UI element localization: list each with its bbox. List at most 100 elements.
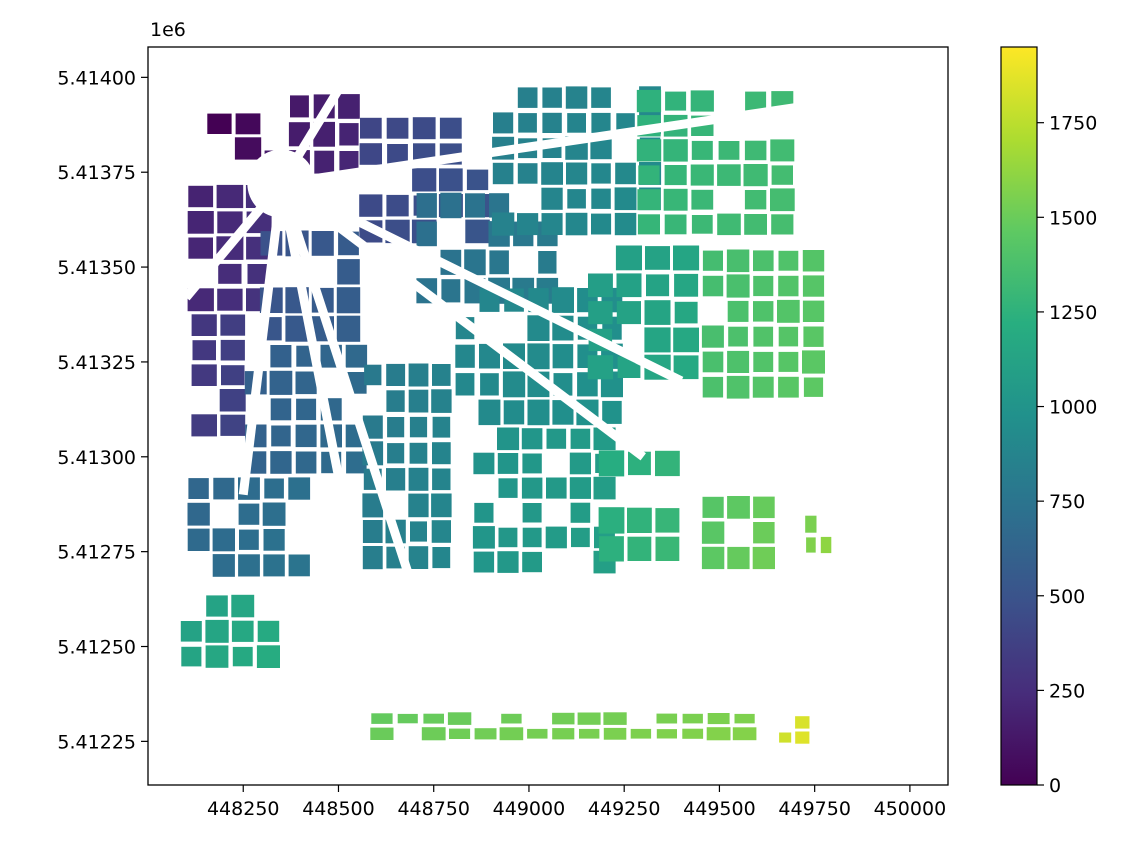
building-block (285, 315, 309, 342)
building-block (567, 189, 586, 209)
x-tick-label: 449500 (683, 798, 756, 820)
building-block (336, 315, 361, 342)
y-axis: 5.41225 5.41250 5.41275 5.41300 5.41325 5.413… (57, 67, 148, 753)
colorbar-tick-label: 1000 (1049, 397, 1097, 419)
building-block (503, 400, 525, 425)
building-block (408, 546, 429, 569)
building-block (474, 728, 497, 740)
building-block (743, 164, 768, 187)
building-block (682, 728, 704, 739)
map-regions (180, 86, 832, 744)
building-block (753, 351, 774, 372)
building-block (474, 502, 494, 523)
region-south-west-blocks (187, 477, 311, 577)
building-block (778, 376, 799, 398)
street-gap (277, 182, 419, 595)
building-block (371, 713, 393, 724)
building-block (362, 493, 384, 518)
building-block (431, 493, 452, 518)
building-block (718, 141, 740, 160)
building-block (521, 477, 543, 499)
building-block (220, 339, 245, 361)
building-block (702, 376, 724, 398)
building-block (410, 521, 427, 542)
building-block (538, 251, 557, 274)
building-block (541, 187, 563, 210)
building-block (552, 728, 575, 740)
building-block (527, 315, 550, 341)
building-block (663, 188, 688, 211)
building-block (571, 527, 590, 548)
building-block (491, 212, 515, 236)
building-block (577, 712, 601, 725)
building-block (644, 300, 671, 325)
building-block (591, 87, 611, 108)
building-block (387, 144, 408, 164)
building-block (802, 350, 825, 374)
building-block (778, 275, 799, 297)
building-block (263, 554, 285, 577)
plot-frame (147, 46, 949, 786)
y-tick-label: 5.41275 (57, 542, 136, 564)
building-block (588, 301, 613, 325)
y-tick-label: 5.41325 (57, 352, 136, 374)
building-block (522, 503, 542, 523)
building-block (628, 451, 651, 476)
building-block (565, 212, 588, 236)
building-block (187, 211, 214, 234)
building-block (262, 502, 286, 526)
building-block (493, 112, 514, 134)
building-block (806, 537, 816, 553)
building-block (455, 373, 475, 396)
building-block (615, 162, 636, 185)
building-block (527, 343, 550, 370)
y-tick-label: 5.41400 (57, 67, 136, 89)
building-block (527, 728, 548, 739)
building-block (473, 452, 495, 475)
building-block (466, 169, 489, 191)
building-block (247, 264, 271, 284)
building-block (517, 213, 539, 236)
building-block (217, 211, 243, 234)
building-block (311, 231, 334, 256)
building-block (656, 729, 677, 739)
street-gap (238, 183, 286, 496)
building-block (570, 428, 591, 449)
building-block (630, 728, 652, 739)
building-block (728, 326, 748, 347)
building-block (270, 398, 292, 421)
building-block (753, 275, 774, 297)
building-block (727, 546, 750, 570)
building-block (447, 712, 472, 725)
building-block (296, 398, 317, 421)
street-gap (280, 91, 873, 189)
building-block (439, 117, 462, 139)
building-block (370, 727, 394, 740)
building-block (492, 162, 514, 185)
building-block (234, 137, 262, 160)
building-block (216, 184, 244, 209)
building-block (615, 245, 642, 271)
building-block (346, 451, 367, 474)
building-block (231, 620, 254, 642)
x-tick-label: 449000 (493, 798, 566, 820)
building-block (295, 371, 317, 395)
building-block (569, 477, 591, 499)
building-block (449, 728, 471, 739)
building-block (339, 151, 359, 174)
building-block (778, 326, 799, 347)
colorbar-axis: 0 250 500 750 1000 1250 1500 1750 (1037, 113, 1097, 797)
building-block (771, 214, 794, 235)
building-block (673, 245, 700, 271)
building-block (803, 377, 824, 397)
building-block (337, 259, 360, 285)
building-block (386, 468, 406, 491)
building-block (336, 287, 361, 314)
building-block (432, 442, 451, 465)
building-block (498, 478, 518, 498)
building-block (590, 137, 612, 160)
building-block (517, 163, 538, 184)
building-block (820, 536, 832, 554)
y-offset-label: 1e6 (150, 19, 186, 41)
